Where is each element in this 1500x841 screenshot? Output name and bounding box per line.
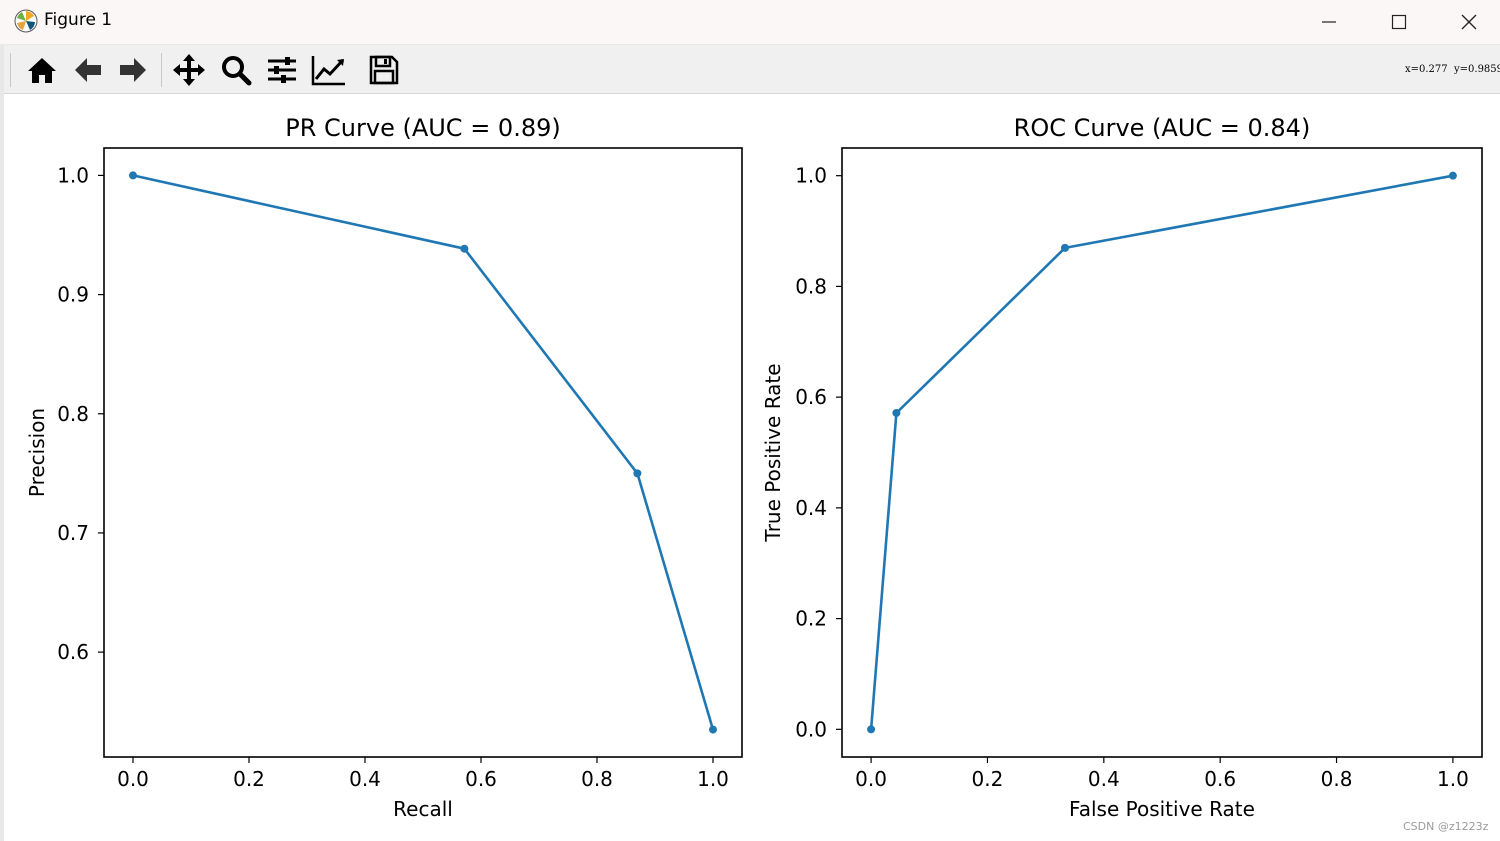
window-edge — [0, 45, 4, 841]
chart2-y-tick-label: 0.0 — [795, 717, 827, 741]
chart2-y-tick-label: 1.0 — [795, 164, 827, 188]
chart1-y-tick-label: 0.6 — [57, 640, 89, 664]
chart1-y-tick-label: 1.0 — [57, 163, 89, 187]
save-icon — [369, 55, 399, 85]
toolbar-grip — [10, 53, 11, 87]
minimize-button[interactable] — [1306, 0, 1352, 44]
chart1-x-axis-label: Recall — [393, 797, 453, 821]
chart2-y-tick-label: 0.8 — [795, 274, 827, 298]
chart1-y-tick-label: 0.8 — [57, 402, 89, 426]
zoom-icon — [222, 56, 252, 86]
chart2-x-tick-label: 0.8 — [1321, 767, 1353, 791]
toolbar-separator — [161, 53, 162, 87]
chart2-data-point — [1061, 243, 1070, 252]
chart1-data-point — [129, 171, 137, 180]
back-icon — [75, 58, 101, 82]
minimize-icon — [1322, 21, 1336, 23]
chart2-x-tick-label: 0.0 — [855, 767, 887, 791]
chart1-y-axis-label: Precision — [25, 408, 49, 497]
forward-button[interactable] — [113, 51, 153, 89]
chart2-y-tick-label: 0.6 — [795, 385, 827, 409]
close-icon — [1461, 14, 1477, 30]
chart2-title: ROC Curve (AUC = 0.84) — [1014, 114, 1311, 142]
pan-button[interactable] — [169, 51, 209, 89]
chart1-x-tick-label: 0.6 — [465, 767, 497, 791]
close-button[interactable] — [1446, 0, 1492, 44]
chart1-x-tick-label: 0.0 — [117, 767, 149, 791]
chart2-data-point — [867, 725, 876, 734]
chart2-x-tick-label: 0.6 — [1204, 767, 1236, 791]
home-icon — [28, 58, 56, 83]
forward-icon — [120, 58, 146, 82]
chart2-data-point — [1448, 171, 1457, 180]
chart1-title: PR Curve (AUC = 0.89) — [285, 114, 560, 142]
window-title: Figure 1 — [44, 10, 113, 30]
edit-axis-button[interactable] — [309, 51, 349, 89]
chart2-axes-frame — [841, 147, 1483, 758]
chart2-series-line — [869, 174, 1454, 730]
chart2-x-tick-label: 1.0 — [1437, 767, 1469, 791]
navigation-toolbar: x=0.277 y=0.9859 — [0, 45, 1500, 94]
zoom-button[interactable] — [216, 51, 256, 89]
maximize-button[interactable] — [1376, 0, 1422, 44]
chart1-x-tick-label: 1.0 — [697, 767, 729, 791]
chart1-data-point — [460, 244, 469, 253]
chart1-data-point — [709, 725, 717, 734]
chart2-data-point — [892, 408, 901, 417]
chart2-y-tick-label: 0.4 — [795, 496, 827, 520]
chart1-x-tick-label: 0.2 — [233, 767, 265, 791]
chart2-x-axis-label: False Positive Rate — [1069, 797, 1255, 821]
chart1-x-tick-label: 0.4 — [349, 767, 381, 791]
chart1-y-tick-label: 0.9 — [57, 283, 89, 307]
home-button[interactable] — [22, 51, 62, 89]
chart1-series-line — [132, 174, 715, 730]
figure-canvas[interactable]: 0.0 0.2 0.4 0.6 0.8 1.0 0.6 0.7 0.8 0.9 1.0 PR Curv… — [0, 94, 1500, 841]
chart2-x-tick-label: 0.4 — [1088, 767, 1120, 791]
pan-icon — [173, 54, 205, 86]
window-titlebar: Figure 1 — [0, 0, 1500, 45]
chart2-y-tick-label: 0.2 — [795, 607, 827, 631]
configure-subplots-button[interactable] — [262, 51, 302, 89]
axes-edit-icon — [311, 56, 345, 86]
chart2-x-tick-label: 0.2 — [972, 767, 1004, 791]
subplots-icon — [268, 57, 296, 83]
matplotlib-logo-icon — [14, 9, 38, 33]
chart1-x-tick-label: 0.8 — [581, 767, 613, 791]
chart1-data-point — [633, 469, 642, 478]
chart1-y-tick-label: 0.7 — [57, 521, 89, 545]
maximize-icon — [1391, 14, 1407, 30]
chart1-axes-frame — [103, 147, 743, 758]
chart2-y-axis-label: True Positive Rate — [761, 363, 785, 542]
watermark-text: CSDN @z1223z — [1403, 820, 1489, 833]
cursor-coordinates: x=0.277 y=0.9859 — [1405, 64, 1500, 75]
save-button[interactable] — [364, 51, 404, 89]
back-button[interactable] — [68, 51, 108, 89]
